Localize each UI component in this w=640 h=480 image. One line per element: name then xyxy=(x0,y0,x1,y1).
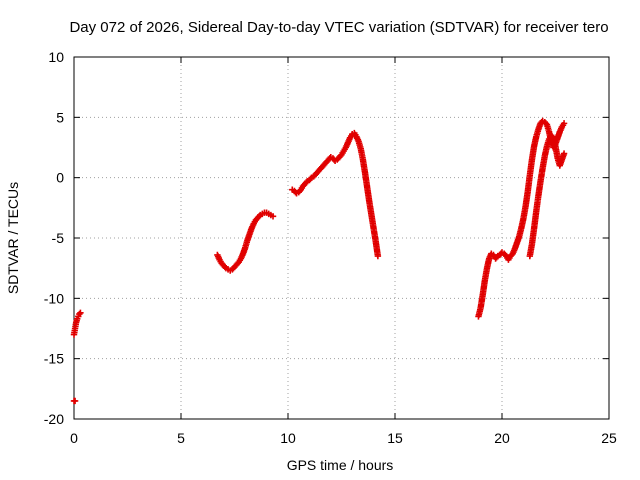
y-tick-label: 5 xyxy=(56,109,64,125)
x-axis-label: GPS time / hours xyxy=(287,457,394,473)
data-point xyxy=(374,252,382,260)
x-tick-label: 0 xyxy=(70,430,78,446)
x-tick-label: 15 xyxy=(387,430,403,446)
y-tick-label: 0 xyxy=(56,170,64,186)
y-tick-label: -10 xyxy=(44,290,64,306)
data-point xyxy=(71,397,79,405)
data-point xyxy=(77,309,84,317)
x-tick-label: 20 xyxy=(494,430,510,446)
y-tick-label: -15 xyxy=(44,351,64,367)
data-markers xyxy=(70,117,568,405)
data-point xyxy=(221,263,229,271)
plot-frame xyxy=(73,56,610,420)
grid-lines xyxy=(74,57,609,419)
data-point xyxy=(493,254,500,261)
data-point xyxy=(76,310,83,318)
x-tick-label: 5 xyxy=(177,430,185,446)
y-tick-label: -5 xyxy=(52,230,65,246)
y-tick-label: 10 xyxy=(48,49,64,65)
chart-title: Day 072 of 2026, Sidereal Day-to-day VTE… xyxy=(69,19,608,36)
data-point xyxy=(302,179,310,186)
y-axis-label: SDTVAR / TECUs xyxy=(5,182,21,294)
data-point xyxy=(560,120,568,127)
y-tick-label: -20 xyxy=(44,411,64,427)
x-tick-label: 10 xyxy=(280,430,296,446)
data-point xyxy=(307,175,314,183)
data-point xyxy=(255,213,263,220)
data-point xyxy=(269,213,277,220)
data-point xyxy=(560,150,568,157)
x-tick-label: 25 xyxy=(601,430,617,446)
